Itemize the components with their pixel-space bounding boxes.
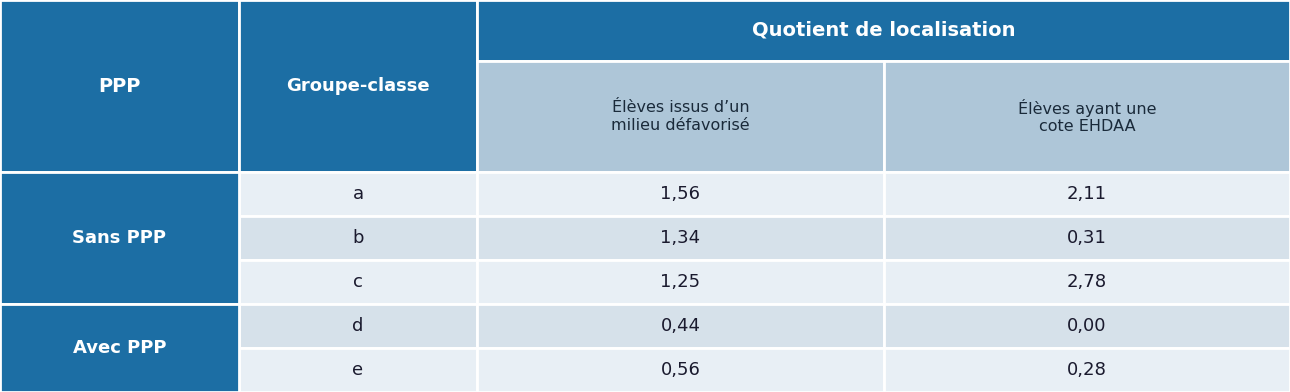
Bar (884, 304, 1290, 348)
Text: 0,31: 0,31 (1067, 229, 1107, 247)
Text: c: c (353, 273, 362, 291)
Bar (477, 348, 884, 392)
Text: b: b (352, 229, 364, 247)
Bar (884, 216, 1290, 260)
Text: a: a (352, 185, 364, 203)
Text: Groupe-classe: Groupe-classe (286, 77, 430, 95)
Text: 2,78: 2,78 (1067, 273, 1107, 291)
Text: 1,25: 1,25 (660, 273, 700, 291)
Bar (477, 0, 1290, 61)
Bar (239, 348, 477, 392)
Text: 1,34: 1,34 (660, 229, 700, 247)
Bar (884, 260, 1290, 304)
Bar (239, 216, 477, 260)
Bar (0, 172, 239, 304)
Bar (477, 172, 884, 216)
Text: 0,00: 0,00 (1067, 317, 1107, 335)
Text: 0,56: 0,56 (660, 361, 700, 379)
Bar (0, 0, 239, 172)
Text: 0,28: 0,28 (1067, 361, 1107, 379)
Text: Sans PPP: Sans PPP (72, 229, 166, 247)
Text: d: d (352, 317, 364, 335)
Text: Élèves ayant une
cote EHDAA: Élèves ayant une cote EHDAA (1018, 99, 1156, 134)
Text: e: e (352, 361, 364, 379)
Text: PPP: PPP (98, 77, 141, 96)
Bar (239, 172, 477, 216)
Bar (884, 172, 1290, 216)
Text: Avec PPP: Avec PPP (72, 339, 166, 357)
Text: Élèves issus d’un
milieu défavorisé: Élèves issus d’un milieu défavorisé (611, 100, 749, 133)
Bar (239, 304, 477, 348)
Bar (884, 61, 1290, 172)
Bar (477, 260, 884, 304)
Bar (239, 260, 477, 304)
Text: 0,44: 0,44 (660, 317, 700, 335)
Bar (0, 304, 239, 392)
Bar (477, 61, 884, 172)
Bar (239, 0, 477, 172)
Text: Quotient de localisation: Quotient de localisation (752, 21, 1015, 40)
Bar (477, 304, 884, 348)
Text: 1,56: 1,56 (660, 185, 700, 203)
Bar (477, 216, 884, 260)
Bar (884, 348, 1290, 392)
Text: 2,11: 2,11 (1067, 185, 1107, 203)
